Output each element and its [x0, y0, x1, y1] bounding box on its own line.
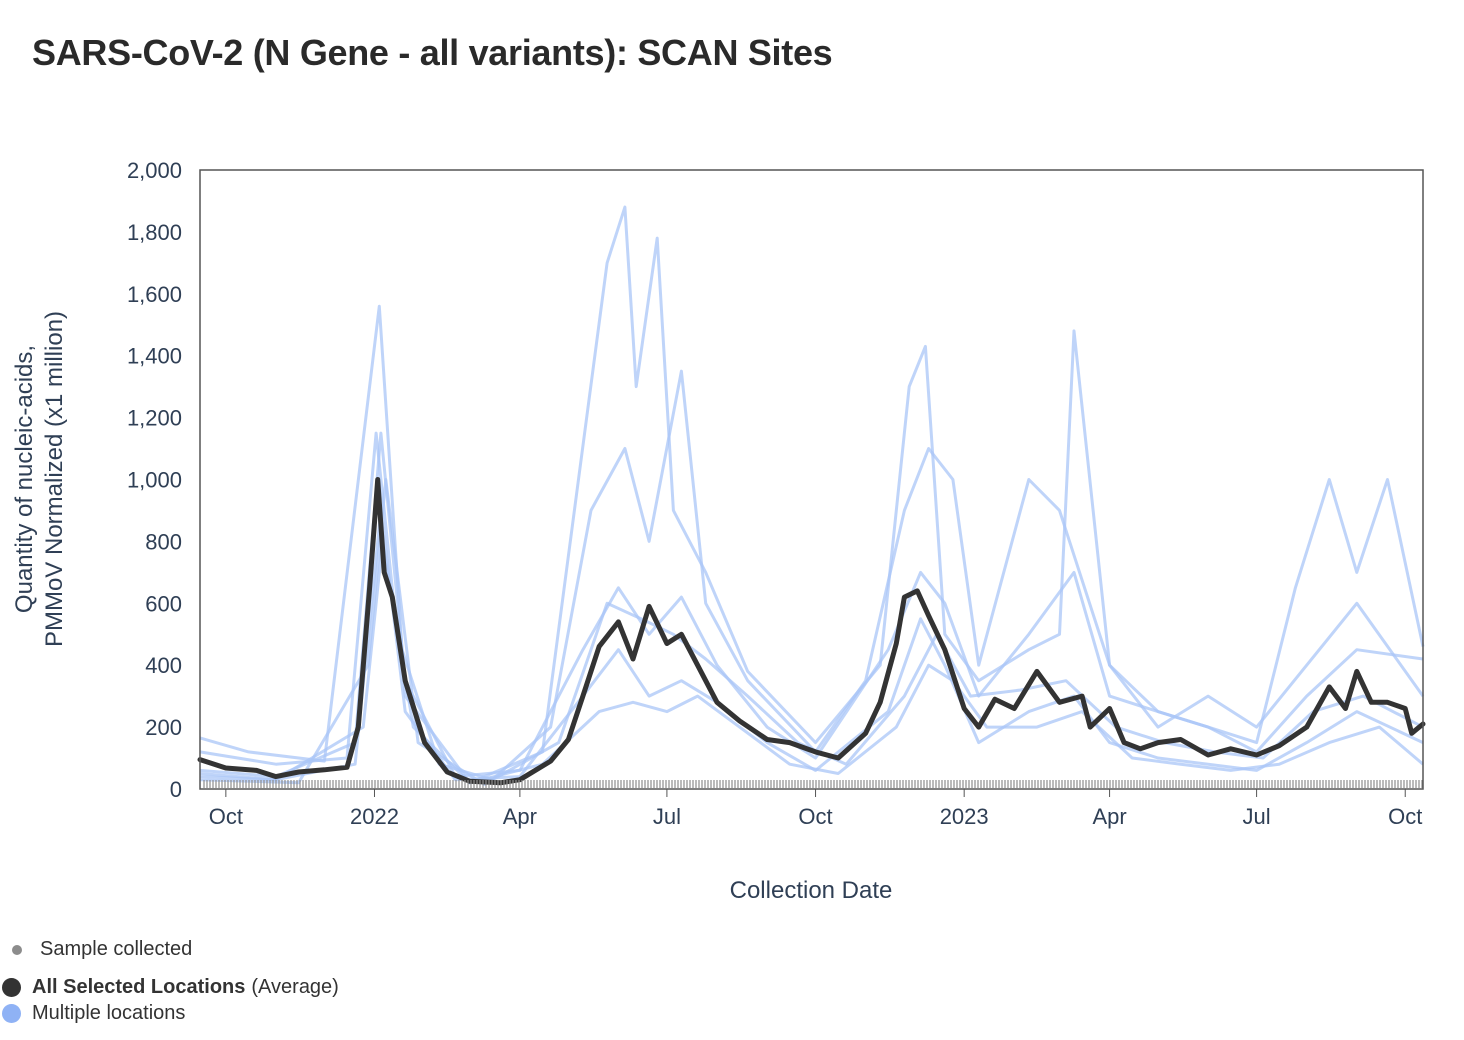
y-tick-label: 200: [145, 715, 182, 740]
y-tick-label: 1,200: [127, 406, 182, 431]
average-series-line[interactable]: [197, 477, 1426, 786]
x-tick-label: 2022: [350, 804, 399, 829]
x-tick-label: Oct: [209, 804, 243, 829]
y-tick-label: 1,000: [127, 468, 182, 493]
x-axis-title: Collection Date: [730, 877, 893, 904]
y-tick-label: 1,600: [127, 282, 182, 307]
y-axis-title-line2: PMMoV Normalized (x1 million): [41, 311, 68, 647]
location-series-line-5[interactable]: [199, 539, 1424, 785]
y-tick-label: 0: [170, 777, 182, 802]
legend-sample-label: Sample collected: [40, 938, 193, 960]
chart-canvas: 0 200 400 600 800 1,000 1,200 1,400 1,600 1,800 2,…: [11, 158, 1426, 904]
sample-dot-icon: [12, 944, 22, 955]
x-tick-label: Oct: [1388, 804, 1422, 829]
legend-multiple-label: Multiple locations: [32, 1002, 186, 1024]
x-axis: Oct 2022 Apr Jul Oct 2023 Apr Jul Oct: [209, 789, 1422, 829]
y-tick-label: 1,400: [127, 344, 182, 369]
y-axis-title-line1: Quantity of nucleic-acids,: [11, 345, 38, 613]
series-layer: [197, 205, 1426, 786]
legend-average-label: All Selected Locations: [32, 976, 246, 998]
y-tick-label: 600: [145, 591, 182, 616]
y-tick-label: 400: [145, 653, 182, 678]
x-tick-label: Jul: [653, 804, 681, 829]
y-tick-label: 800: [145, 529, 182, 554]
x-tick-label: 2023: [940, 804, 989, 829]
sample-collected-ticks: [203, 780, 1423, 788]
x-tick-label: Apr: [1092, 804, 1126, 829]
x-tick-label: Apr: [503, 804, 537, 829]
y-tick-label: 1,800: [127, 220, 182, 245]
y-tick-label: 2,000: [127, 158, 182, 183]
multiple-dot-icon: [2, 1004, 21, 1023]
sample-markers: [203, 780, 1423, 788]
location-series-line-3[interactable]: [199, 431, 1424, 779]
x-tick-label: Oct: [798, 804, 832, 829]
legend-average-suffix: (Average): [251, 976, 339, 998]
chart-title: SARS-CoV-2 (N Gene - all variants): SCAN…: [32, 32, 833, 73]
x-tick-label: Jul: [1243, 804, 1271, 829]
legend-average[interactable]: All Selected Locations (Average): [2, 976, 339, 999]
y-axis: 0 200 400 600 800 1,000 1,200 1,400 1,600 1,800 2,…: [127, 158, 182, 802]
average-dot-icon: [2, 978, 21, 997]
plot-frame: [199, 169, 1424, 790]
legend-multiple-locations[interactable]: Multiple locations: [2, 1002, 185, 1025]
legend-sample-collected[interactable]: Sample collected: [12, 938, 192, 961]
